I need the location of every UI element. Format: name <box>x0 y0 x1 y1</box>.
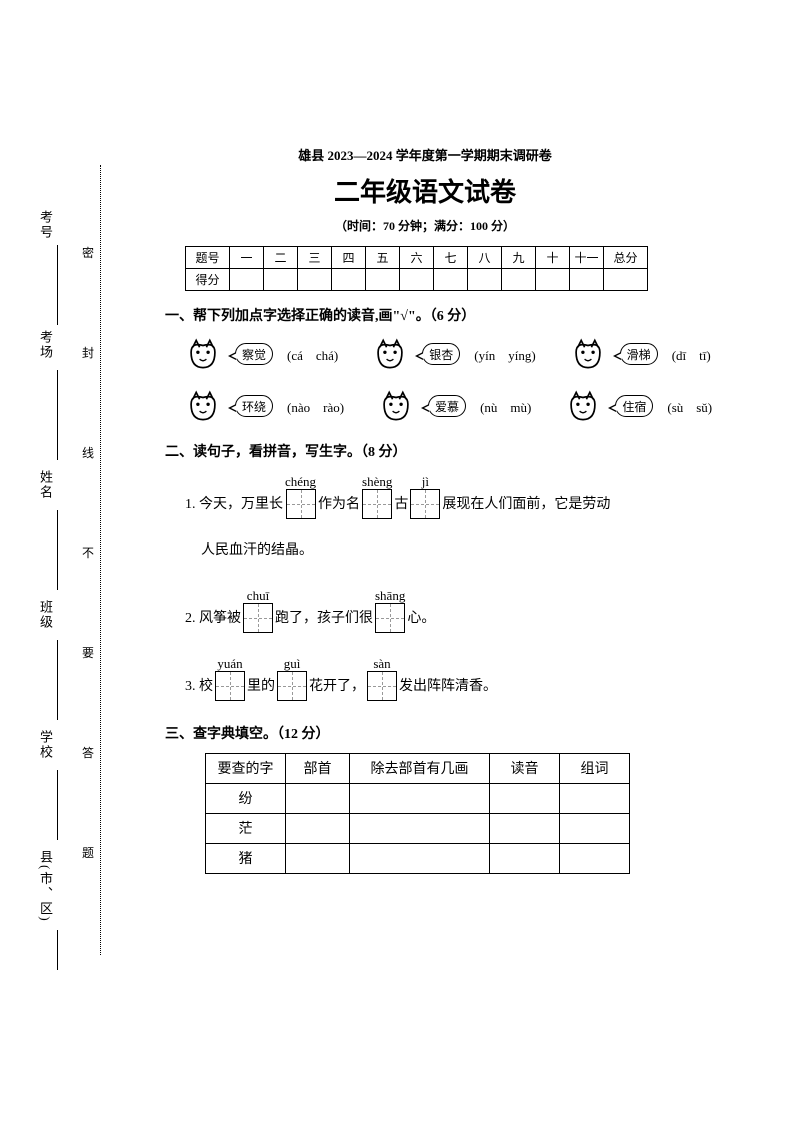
word-bubble: 环绕 <box>235 395 273 417</box>
dict-row: 茫 <box>206 813 630 843</box>
binding-char-2: 封 <box>82 340 94 365</box>
cat-icon <box>372 337 408 371</box>
cat-icon <box>565 389 601 423</box>
score-header-row: 题号 一 二 三 四 五 六 七 八 九 十 十一 总分 <box>186 247 648 269</box>
dict-cell[interactable] <box>286 843 350 873</box>
dict-row: 纷 <box>206 783 630 813</box>
score-header-label: 题号 <box>186 247 230 269</box>
word-bubble: 住宿 <box>615 395 653 417</box>
label-exam-id: 考号 <box>36 210 55 240</box>
tian-box[interactable] <box>277 671 307 701</box>
cat-icon <box>570 337 606 371</box>
exam-title: 二年级语文试卷 <box>175 172 675 209</box>
dict-cell[interactable] <box>350 813 490 843</box>
label-room: 考场 <box>36 330 55 360</box>
word-bubble: 银杏 <box>422 343 460 365</box>
exam-meta: （时间：70 分钟；满分：100 分） <box>175 217 675 234</box>
dictionary-table: 要查的字 部首 除去部首有几画 读音 组词 纷 茫 猪 <box>205 753 630 874</box>
binding-char-3: 线 <box>82 440 94 465</box>
section-2-title: 二、读句子，看拼音，写生字。（8 分） <box>165 441 725 461</box>
section-1-title: 一、帮下列加点字选择正确的读音,画"√"。（6 分） <box>165 305 725 325</box>
dict-cell[interactable] <box>490 783 560 813</box>
label-name: 姓名 <box>36 470 55 500</box>
section-2-content: 1. 今天，万里长 chéng 作为名 shèng 古 jì 展现在人们面前，它… <box>185 473 725 701</box>
choice-text[interactable]: (nù mù) <box>480 397 531 416</box>
label-class: 班级 <box>36 600 55 630</box>
score-row-label: 得分 <box>186 269 230 291</box>
dict-cell[interactable] <box>350 783 490 813</box>
score-table: 题号 一 二 三 四 五 六 七 八 九 十 十一 总分 得分 <box>185 246 648 291</box>
cat-icon <box>185 389 221 423</box>
tian-box[interactable] <box>367 671 397 701</box>
sentence-2: 2. 风筝被 chuī 跑了，孩子们很 shāng 心。 <box>185 587 725 633</box>
choice-text[interactable]: (cá chá) <box>287 345 338 364</box>
tian-box[interactable] <box>215 671 245 701</box>
tian-box[interactable] <box>362 489 392 519</box>
dict-row: 猪 <box>206 843 630 873</box>
section-1-content: 察觉 (cá chá) 银杏 (yín yíng) 滑梯 (dī tī) 环绕 … <box>185 337 725 423</box>
binding-char-1: 密 <box>82 240 94 265</box>
dict-cell[interactable] <box>286 813 350 843</box>
dict-header-row: 要查的字 部首 除去部首有几画 读音 组词 <box>206 753 630 783</box>
dict-cell[interactable] <box>560 813 630 843</box>
tian-box[interactable] <box>410 489 440 519</box>
word-bubble: 滑梯 <box>620 343 658 365</box>
choice-text[interactable]: (nào rào) <box>287 397 344 416</box>
binding-char-5: 要 <box>82 640 94 665</box>
binding-char-6: 答 <box>82 740 94 765</box>
binding-char-4: 不 <box>82 540 94 565</box>
sentence-3: 3. 校 yuán 里的 guì 花开了， sàn 发出阵阵清香。 <box>185 655 725 701</box>
dict-cell[interactable] <box>560 783 630 813</box>
cat-icon <box>185 337 221 371</box>
choice-text[interactable]: (yín yíng) <box>474 345 535 364</box>
label-county: 县(市、区) <box>36 850 55 923</box>
word-bubble: 察觉 <box>235 343 273 365</box>
dict-cell[interactable] <box>350 843 490 873</box>
dict-cell[interactable] <box>286 783 350 813</box>
dict-cell[interactable] <box>490 843 560 873</box>
score-value-row: 得分 <box>186 269 648 291</box>
tian-box[interactable] <box>243 603 273 633</box>
binding-labels: 考号 考场 姓名 班级 学校 县(市、区) <box>36 190 56 970</box>
cat-icon <box>378 389 414 423</box>
exam-subheader: 雄县 2023—2024 学年度第一学期期末调研卷 <box>175 145 675 164</box>
dict-cell[interactable] <box>560 843 630 873</box>
word-bubble: 爱慕 <box>428 395 466 417</box>
tian-box[interactable] <box>286 489 316 519</box>
tian-box[interactable] <box>375 603 405 633</box>
binding-char-7: 题 <box>82 840 94 865</box>
page-content: 雄县 2023—2024 学年度第一学期期末调研卷 二年级语文试卷 （时间：70… <box>115 145 725 874</box>
dict-cell[interactable] <box>490 813 560 843</box>
label-school: 学校 <box>36 730 55 760</box>
choice-text[interactable]: (sù sǔ) <box>667 397 712 416</box>
section-3-title: 三、查字典填空。（12 分） <box>165 723 725 743</box>
choice-text[interactable]: (dī tī) <box>672 345 711 364</box>
sentence-1-cont: 人民血汗的结晶。 <box>201 541 725 565</box>
sentence-1: 1. 今天，万里长 chéng 作为名 shèng 古 jì 展现在人们面前，它… <box>185 473 725 519</box>
